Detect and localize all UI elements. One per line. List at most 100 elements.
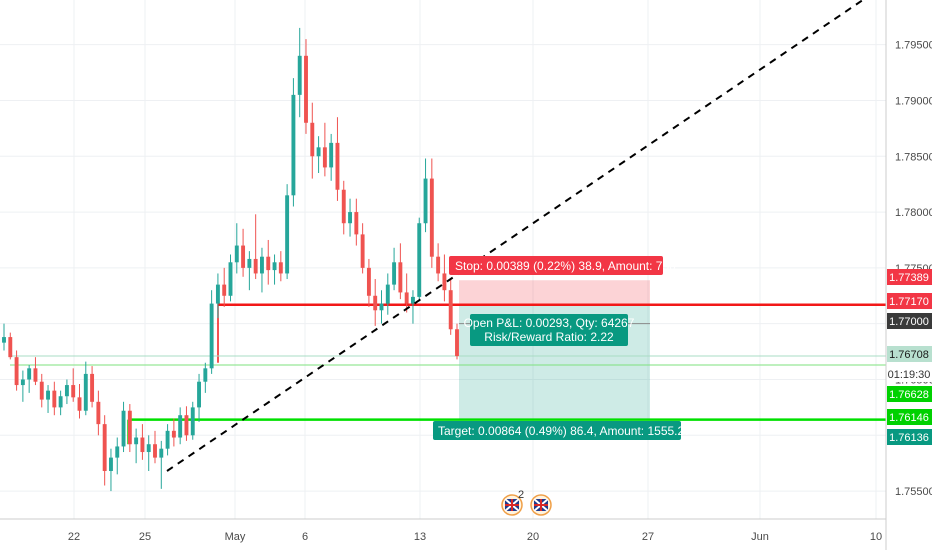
candle-body [373, 295, 378, 311]
svg-text:1.76146: 1.76146 [889, 412, 929, 424]
candle-body [159, 448, 164, 458]
candle-body [285, 195, 290, 274]
candle-body [121, 410, 126, 447]
candle-body [215, 284, 220, 304]
candle-body [2, 337, 6, 343]
candle-body [96, 401, 101, 425]
candle-body [329, 142, 334, 168]
y-tick-label: 1.78500 [895, 151, 932, 163]
candle-body [455, 329, 459, 357]
candle-body [385, 284, 390, 304]
svg-text:1.77389: 1.77389 [889, 272, 929, 284]
x-tick-label: 27 [642, 531, 654, 543]
candle-body [90, 373, 95, 402]
candle-body [77, 397, 82, 411]
stop-label[interactable]: Stop: 0.00389 (0.22%) 38.9, Amount: 750 [449, 256, 676, 275]
uk-flag-icon[interactable]: 2 [501, 489, 524, 516]
price-tag-stop: 1.77389 [887, 269, 932, 285]
candle-body [272, 262, 277, 271]
candle-body [146, 444, 151, 453]
candle-body [39, 381, 44, 400]
svg-text:Open P&L: 0.00293, Qty: 64267: Open P&L: 0.00293, Qty: 64267 [464, 316, 635, 330]
y-tick-label: 1.79500 [895, 40, 932, 52]
x-tick-label: 6 [302, 531, 308, 543]
svg-text:Target: 0.00864 (0.49%) 86.4,: Target: 0.00864 (0.49%) 86.4, Amount: 15… [438, 424, 691, 438]
candle-body [404, 292, 409, 304]
candle-body [442, 273, 447, 291]
candle-body [322, 147, 327, 168]
candle-body [310, 122, 315, 157]
uk-flag-icon[interactable] [530, 494, 552, 516]
candle-body [58, 396, 63, 408]
candle-body [203, 368, 208, 382]
candle-body [127, 410, 132, 445]
candle-body [222, 284, 227, 296]
x-tick-label: 10 [870, 531, 882, 543]
candle-body [260, 256, 264, 274]
candle-body [348, 212, 352, 224]
x-tick-label: May [225, 531, 246, 543]
candle-body [83, 373, 88, 411]
candle-body [423, 178, 428, 224]
x-tick-label: 22 [68, 531, 80, 543]
candle-body [178, 415, 183, 438]
candle-body [52, 390, 57, 408]
x-tick-label: 20 [527, 531, 539, 543]
svg-text:1.77170: 1.77170 [889, 296, 929, 308]
candlestick-series [2, 27, 459, 492]
y-tick-label: 1.75500 [895, 486, 932, 498]
price-tag-support: 1.76136 [887, 429, 932, 445]
candle-body [354, 212, 359, 235]
y-tick-label: 1.79000 [895, 95, 932, 107]
svg-text:Risk/Reward Ratio: 2.22: Risk/Reward Ratio: 2.22 [484, 330, 614, 344]
candle-body [278, 262, 283, 274]
candle-body [398, 262, 403, 293]
price-tag-level: 1.77000 [887, 313, 932, 329]
candle-body [14, 357, 19, 386]
price-tag-bid: 1.76628 [887, 386, 932, 402]
candle-body [253, 258, 258, 274]
candle-body [33, 368, 38, 382]
price-tag-countdown: 01:19:30 [887, 366, 932, 382]
target-label[interactable]: Target: 0.00864 (0.49%) 86.4, Amount: 15… [433, 421, 691, 440]
stop-zone [459, 280, 650, 305]
svg-text:1.77000: 1.77000 [889, 316, 929, 328]
y-tick-label: 1.78000 [895, 207, 932, 219]
candle-body [228, 262, 233, 296]
pnl-label[interactable]: Open P&L: 0.00293, Qty: 64267 Risk/Rewar… [464, 314, 635, 346]
candle-body [102, 424, 107, 472]
candle-body [304, 55, 308, 123]
event-count: 2 [518, 489, 524, 501]
candle-body [115, 446, 120, 458]
svg-text:1.76628: 1.76628 [889, 389, 929, 401]
x-tick-label: 13 [414, 531, 426, 543]
candle-body [291, 94, 296, 196]
candle-body [165, 430, 170, 449]
candle-body [197, 381, 201, 408]
candle-body [379, 303, 384, 311]
candle-body [171, 430, 176, 438]
candle-body [140, 437, 145, 453]
candle-body [241, 245, 246, 268]
x-tick-label: 25 [139, 531, 151, 543]
candle-body [266, 256, 271, 271]
candle-body [360, 234, 365, 268]
candle-body [341, 189, 346, 224]
candle-body [46, 390, 50, 400]
price-tag-target: 1.76146 [887, 409, 932, 425]
svg-text:01:19:30: 01:19:30 [888, 369, 931, 381]
svg-text:1.76708: 1.76708 [889, 349, 929, 361]
candle-body [8, 337, 13, 358]
position-zones [459, 280, 650, 419]
x-axis-ticks: 22 25 May 6 13 20 27 Jun 10 [68, 531, 882, 543]
level-lines [10, 303, 886, 445]
price-tag-current: 1.76708 [887, 346, 932, 362]
candle-body [247, 258, 252, 268]
candle-body [109, 457, 113, 472]
candle-body [71, 385, 76, 398]
candle-body [297, 55, 302, 95]
candle-body [234, 245, 239, 263]
candle-body [184, 415, 189, 436]
candle-body [134, 437, 139, 445]
